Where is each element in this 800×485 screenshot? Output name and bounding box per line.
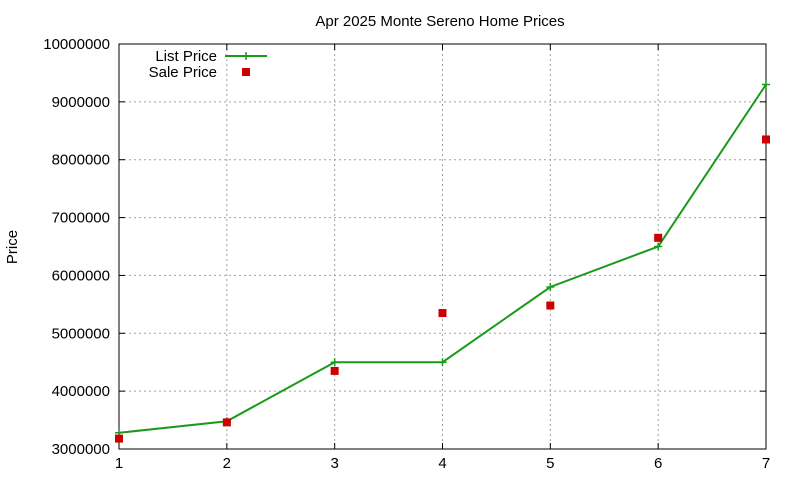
list-price-point (762, 80, 770, 89)
sale-price-point (438, 309, 447, 318)
y-tick-label: 7000000 (52, 210, 110, 227)
legend-square-marker (242, 68, 250, 76)
x-tick-label: 7 (762, 455, 770, 472)
sale-price-point (115, 434, 123, 443)
y-tick-label: 6000000 (52, 267, 110, 284)
x-tick-label: 1 (115, 455, 123, 472)
list-price-point (654, 242, 663, 251)
list-price-point (546, 283, 555, 291)
sale-price-point (546, 301, 555, 310)
sale-price-point (330, 366, 339, 375)
sale-price-point (762, 135, 770, 144)
y-tick-label: 4000000 (52, 383, 110, 400)
y-tick-label: 8000000 (52, 152, 110, 169)
list-price-point (330, 358, 339, 367)
x-tick-label: 6 (654, 455, 662, 472)
y-tick-label: 3000000 (52, 441, 110, 458)
x-tick-label: 5 (546, 455, 554, 472)
legend-label: Sale Price (149, 64, 217, 81)
legend-plus-marker (242, 52, 250, 60)
x-tick-label: 3 (330, 455, 338, 472)
y-tick-label: 9000000 (52, 94, 110, 111)
y-axis-label: Price (4, 230, 21, 264)
y-tick-label: 10000000 (43, 36, 110, 53)
sale-price-point (654, 233, 663, 242)
x-tick-label: 2 (223, 455, 231, 472)
series (115, 80, 770, 443)
grid (119, 44, 766, 449)
x-tick-label: 4 (438, 455, 446, 472)
y-tick-label: 5000000 (52, 325, 110, 342)
axis-ticks: 3000000 4000000 5000000 6000000 7000000 80000… (43, 36, 770, 472)
chart-title: Apr 2025 Monte Sereno Home Prices (315, 13, 564, 30)
list-price-point (438, 358, 447, 367)
sale-price-point (222, 418, 231, 427)
legend-label: List Price (155, 48, 217, 65)
